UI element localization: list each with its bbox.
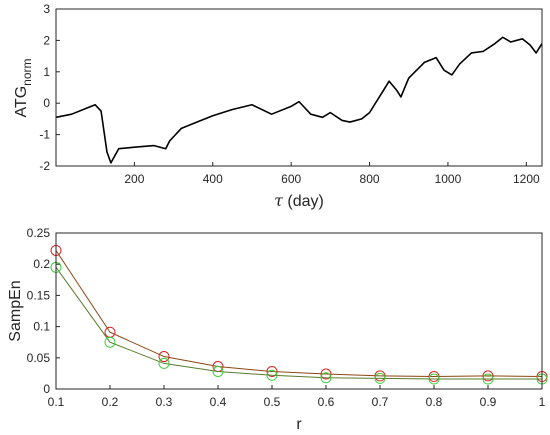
bottom-series-line-0 <box>55 250 543 378</box>
top-ylabel: ATGnorm <box>13 58 34 117</box>
top-xtick-label: 1200 <box>513 172 540 186</box>
top-ylabel-main: ATG <box>13 86 30 118</box>
top-chart-atg-norm: 200 400 600 800 1000 1200 -2 -1 0 1 2 3 ATGnorm τ (… <box>13 2 543 210</box>
bottom-series-line-1 <box>55 267 542 380</box>
top-xtick-label: 600 <box>281 172 301 186</box>
bottom-series-1-point <box>374 372 386 384</box>
bottom-series-layer <box>50 244 548 385</box>
bottom-xtick-label: 0.6 <box>318 395 335 409</box>
bottom-xtick-label: 0.4 <box>210 395 227 409</box>
top-xtick-label: 200 <box>124 172 144 186</box>
bottom-ytick-label: 0.2 <box>33 257 50 271</box>
top-xtick-label: 1000 <box>435 172 462 186</box>
top-xlabel-text: (day) <box>283 193 324 210</box>
bottom-series-1-point <box>428 373 440 385</box>
bottom-xtick-label: 0.8 <box>426 395 443 409</box>
bottom-series-1-point <box>158 357 170 369</box>
top-ytick-label: 1 <box>43 65 50 79</box>
bottom-xlabel: r <box>296 416 302 433</box>
bottom-series-0-point <box>428 371 440 383</box>
top-ytick-label: -1 <box>39 128 50 142</box>
top-xlabel: τ (day) <box>274 191 324 210</box>
top-ytick-label: 3 <box>43 2 50 16</box>
bottom-ytick-label: 0 <box>43 382 50 396</box>
bottom-xtick-label: 1 <box>539 395 546 409</box>
bottom-ytick-label: 0.15 <box>27 288 51 302</box>
bottom-ylabel: SampEn <box>7 280 24 341</box>
bottom-chart-sampen: 0.1 0.2 0.3 0.4 0.5 0.6 0.7 0.8 0.9 1 0 0.05 0.1 0.15… <box>7 226 548 433</box>
bottom-series-1-point <box>320 372 332 384</box>
top-ticks-layer: 200 400 600 800 1000 1200 -2 -1 0 1 2 3 <box>39 2 540 186</box>
bottom-xtick-label: 0.5 <box>264 395 281 409</box>
top-ytick-label: -2 <box>39 159 50 173</box>
bottom-xtick-label: 0.2 <box>102 395 119 409</box>
bottom-plot-frame <box>55 232 543 390</box>
bottom-xtick-label: 0.1 <box>48 395 65 409</box>
bottom-series-1-point <box>266 369 278 381</box>
top-ylabel-sub: norm <box>20 58 34 85</box>
bottom-series-0-point <box>374 370 386 382</box>
bottom-series-1-point <box>104 336 116 348</box>
bottom-xtick-label: 0.7 <box>372 395 389 409</box>
top-xtick-label: 400 <box>203 172 223 186</box>
bottom-series-0-point <box>266 366 278 378</box>
bottom-ticks-layer: 0.1 0.2 0.3 0.4 0.5 0.6 0.7 0.8 0.9 1 0 0.05 0.1 0.15… <box>27 226 546 409</box>
top-plot-frame <box>55 8 543 167</box>
bottom-series-0-point <box>320 368 332 380</box>
top-series-layer <box>55 36 543 164</box>
bottom-ytick-label: 0.1 <box>33 320 50 334</box>
bottom-series-1-point <box>482 373 494 385</box>
top-xtick-label: 800 <box>360 172 380 186</box>
bottom-xtick-label: 0.9 <box>480 395 497 409</box>
top-ytick-label: 2 <box>43 33 50 47</box>
bottom-xtick-label: 0.3 <box>156 395 173 409</box>
bottom-ytick-label: 0.05 <box>27 351 51 365</box>
bottom-series-0-point <box>158 351 170 363</box>
top-series-line-0 <box>55 36 543 164</box>
top-xlabel-symbol: τ <box>274 191 284 210</box>
top-ytick-label: 0 <box>43 96 50 110</box>
bottom-ytick-label: 0.25 <box>27 226 51 240</box>
bottom-series-1-point <box>212 366 224 378</box>
bottom-series-0-point <box>482 370 494 382</box>
